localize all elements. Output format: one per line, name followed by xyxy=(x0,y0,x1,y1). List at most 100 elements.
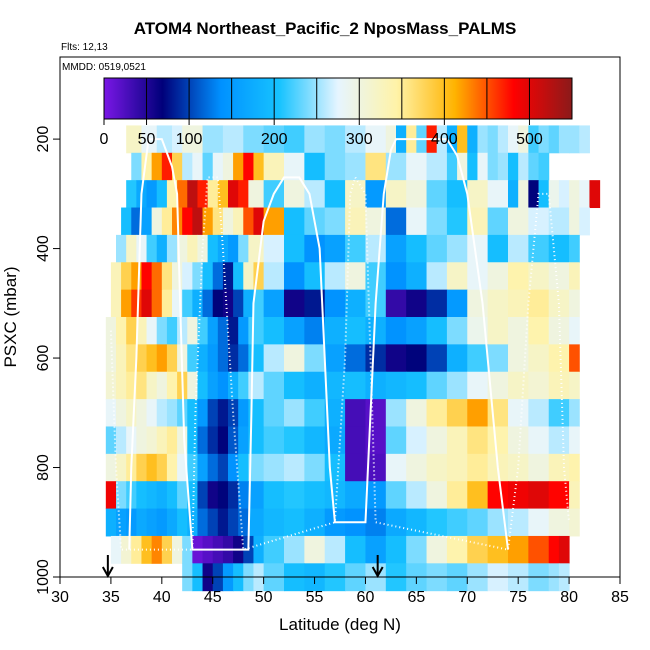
heat-cell xyxy=(136,426,148,455)
heat-cell xyxy=(136,399,148,427)
heat-cell xyxy=(528,317,550,345)
heat-cell xyxy=(365,180,387,209)
heat-cell xyxy=(528,262,550,291)
colorbar-tick-label: 50 xyxy=(138,131,156,148)
heat-cell xyxy=(233,152,244,181)
heat-cell xyxy=(207,399,219,427)
heat-cell xyxy=(238,481,249,510)
heat-cell xyxy=(177,426,188,455)
heat-cell xyxy=(126,234,137,263)
heat-cell xyxy=(105,508,117,537)
heat-cell xyxy=(385,262,407,291)
heat-cell xyxy=(192,152,204,181)
flight-profile-solid xyxy=(128,138,509,551)
heat-cell xyxy=(467,399,489,427)
heat-cell xyxy=(426,207,448,236)
heat-cell xyxy=(161,262,173,291)
heat-cell xyxy=(467,289,489,318)
heat-cell xyxy=(126,399,137,427)
heat-cell xyxy=(487,234,509,263)
heat-cell xyxy=(477,152,489,181)
heat-cell xyxy=(324,453,346,482)
heat-cell xyxy=(146,317,158,345)
heat-cell xyxy=(207,426,219,455)
heat-cell xyxy=(263,234,285,263)
heat-cell xyxy=(136,453,148,482)
heat-cell xyxy=(116,453,127,482)
x-tick-label: 75 xyxy=(509,589,527,606)
heat-cell xyxy=(141,262,153,291)
heat-cell xyxy=(202,125,224,154)
heat-cell xyxy=(406,262,428,291)
heat-cell xyxy=(172,289,183,318)
heat-cell xyxy=(406,508,428,537)
heat-cell xyxy=(197,344,209,373)
heat-cell xyxy=(365,481,387,510)
heat-cell xyxy=(324,344,346,373)
heat-cell xyxy=(146,234,158,263)
heat-cell xyxy=(406,535,428,564)
y-axis-label: PSXC (mbar) xyxy=(1,266,20,367)
heat-cell xyxy=(467,125,478,154)
heat-cell xyxy=(548,234,570,263)
heat-cell xyxy=(345,234,366,263)
heat-cell xyxy=(406,371,428,400)
heat-cell xyxy=(467,535,489,564)
heat-cell xyxy=(243,152,254,181)
heat-cell xyxy=(284,234,305,263)
heat-cell xyxy=(538,152,550,181)
heat-cell xyxy=(263,371,285,400)
heat-cell xyxy=(222,289,234,318)
heat-cell xyxy=(446,125,458,154)
plot-frame xyxy=(59,56,621,578)
heat-cell xyxy=(126,426,137,455)
heat-cell xyxy=(508,371,529,400)
heat-cell xyxy=(508,289,529,318)
heat-cell xyxy=(243,262,254,291)
y-tick-label: 1000 xyxy=(35,559,52,595)
heat-cell xyxy=(528,344,550,373)
heat-cell xyxy=(548,317,570,345)
heat-cell xyxy=(156,234,168,263)
heat-cell xyxy=(569,317,580,345)
heat-cell xyxy=(187,508,198,537)
heat-cell xyxy=(589,180,601,209)
heat-cell xyxy=(487,207,509,236)
heat-cell xyxy=(141,152,153,181)
heat-cell xyxy=(528,207,550,236)
heat-cell xyxy=(467,426,489,455)
heat-cell xyxy=(182,535,193,564)
heat-cell xyxy=(324,317,346,345)
heat-cell xyxy=(528,234,550,263)
heat-cell xyxy=(126,344,137,373)
heat-cell xyxy=(426,180,448,209)
heat-cell xyxy=(238,399,249,427)
heat-cell xyxy=(228,399,239,427)
heat-cell xyxy=(406,344,428,373)
heat-cell xyxy=(508,125,519,154)
heat-cell xyxy=(116,344,127,373)
heat-cell xyxy=(548,207,570,236)
heat-cell xyxy=(304,508,326,537)
heat-cell xyxy=(508,262,529,291)
heat-cell xyxy=(238,453,249,482)
heat-cell xyxy=(131,289,142,318)
heat-cell xyxy=(457,152,468,181)
heat-cell xyxy=(197,371,209,400)
heat-cell xyxy=(228,453,239,482)
heat-cell xyxy=(146,426,158,455)
heat-cell xyxy=(166,481,178,510)
heat-cell xyxy=(263,481,285,510)
heat-cell xyxy=(141,207,153,236)
heat-cell xyxy=(202,262,214,291)
heat-cell xyxy=(548,508,570,537)
heat-cell xyxy=(385,399,407,427)
heat-cell xyxy=(166,317,178,345)
heat-cell xyxy=(579,125,590,154)
heat-cell xyxy=(406,317,428,345)
heat-cell xyxy=(365,234,387,263)
heat-cell xyxy=(467,481,489,510)
heat-cell xyxy=(116,508,127,537)
heat-cell xyxy=(569,234,580,263)
heat-cell xyxy=(324,535,346,564)
